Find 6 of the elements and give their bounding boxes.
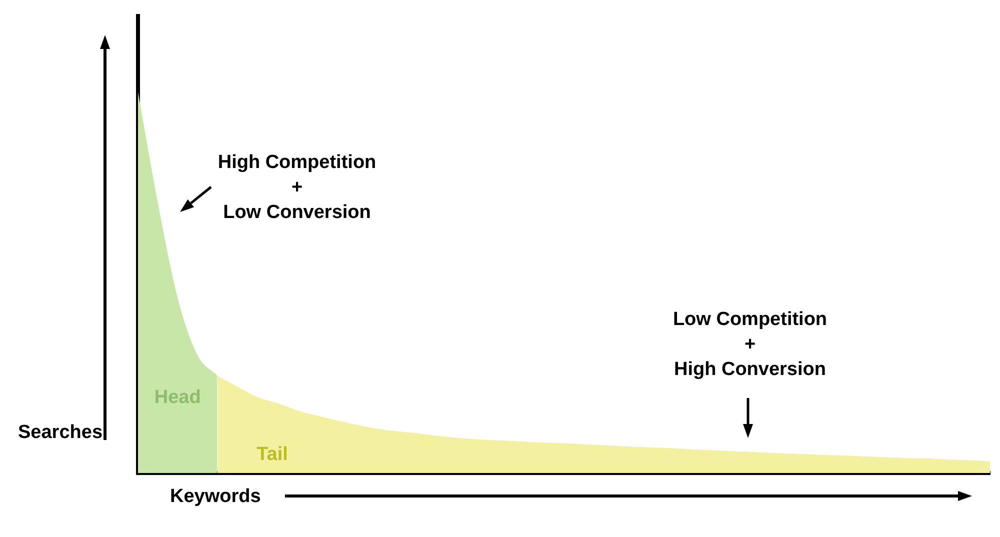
annotation: High Competition + Low Conversion (216, 151, 378, 225)
y-axis-title: Searches (18, 421, 103, 445)
x-axis-title: Keywords (170, 485, 261, 509)
series-label: Head (154, 387, 201, 408)
series-label: Tail (256, 444, 288, 466)
annotation: Low Competition + High Conversion (672, 308, 828, 382)
